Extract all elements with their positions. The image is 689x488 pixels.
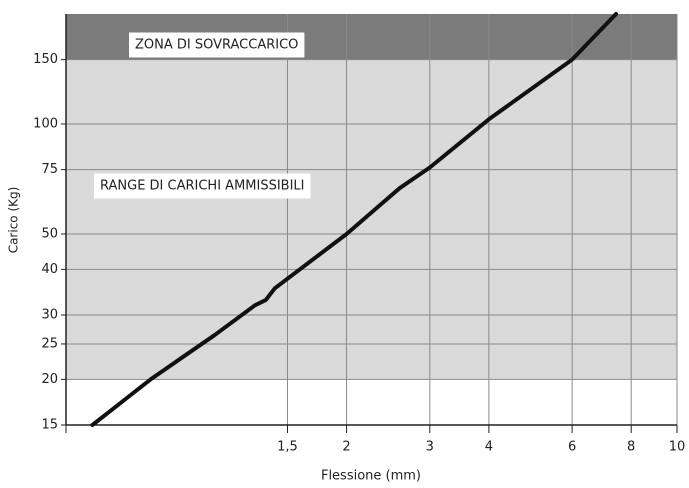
x-tick-label: 4 [485, 440, 493, 455]
zone-label: ZONA DI SOVRACCARICO [135, 38, 298, 53]
y-tick-label: 100 [33, 116, 58, 131]
data-line [90, 12, 618, 427]
y-tick-label: 20 [41, 372, 58, 387]
zone-label: RANGE DI CARICHI AMMISSIBILI [100, 179, 305, 194]
y-axis-label: Carico (Kg) [7, 187, 21, 254]
x-axis-label: Flessione (mm) [321, 469, 421, 484]
x-tick-label: 10 [669, 440, 686, 455]
x-tick-label: 6 [568, 440, 576, 455]
y-tick-label: 25 [41, 336, 58, 351]
y-tick-label: 15 [41, 418, 58, 433]
zone-label-bg [94, 173, 311, 199]
y-tick-label: 75 [41, 162, 58, 177]
x-tick-label: 1,5 [277, 440, 298, 455]
zone-band [66, 59, 677, 380]
x-tick-label: 3 [426, 440, 434, 455]
y-tick-label: 150 [33, 52, 58, 67]
zone-label-bg [129, 32, 305, 58]
y-tick-label: 50 [41, 226, 58, 241]
x-tick-label: 8 [627, 440, 635, 455]
y-tick-label: 30 [41, 308, 58, 323]
x-tick-label: 2 [342, 440, 350, 455]
y-tick-label: 40 [41, 262, 58, 277]
